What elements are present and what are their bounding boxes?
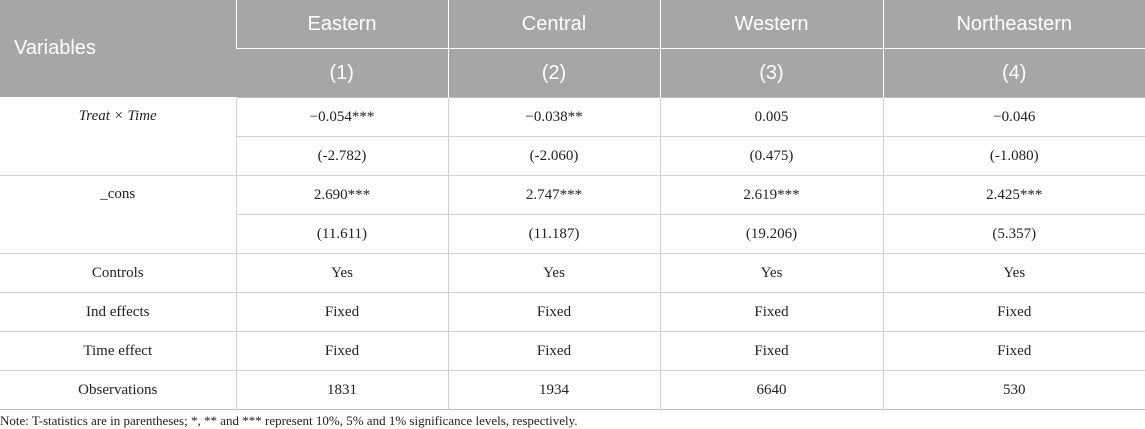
table-cell: Fixed [235, 331, 449, 371]
table-cell: (11.611) [236, 214, 449, 254]
controls-row: Controls Yes Yes Yes Yes [0, 253, 1145, 293]
observations-label: Observations [0, 370, 237, 410]
table-cell: 6640 [659, 370, 884, 410]
column-header-eastern: Eastern [235, 0, 448, 49]
table-cell: 2.690*** [235, 175, 449, 215]
header-row: Variables Eastern Central Western Northe… [0, 0, 1145, 98]
table-cell: 1934 [447, 370, 661, 410]
table-cell: 1831 [235, 370, 449, 410]
column-number-1: (1) [236, 48, 448, 98]
column-header-northeastern: Northeastern [882, 0, 1145, 49]
column-number-3: (3) [659, 48, 883, 98]
table-cell: −0.054*** [235, 97, 449, 137]
treat-time-label: Treat × Time [0, 97, 237, 176]
table-cell: Fixed [659, 292, 884, 332]
table-cell: Fixed [447, 292, 661, 332]
table-cell: 2.425*** [882, 175, 1145, 215]
variables-header: Variables [0, 0, 236, 98]
observations-row: Observations 1831 1934 6640 530 [0, 370, 1145, 410]
cons-coef-row: _cons 2.690*** 2.747*** 2.619*** 2.425**… [0, 175, 1145, 254]
cons-label: _cons [0, 175, 237, 254]
table-cell: (19.206) [659, 214, 884, 254]
table-cell: Fixed [659, 331, 884, 371]
table-cell: Yes [447, 253, 661, 293]
column-header-western: Western [659, 0, 883, 49]
table-cell: (-2.060) [447, 136, 661, 176]
table-cell: 530 [882, 370, 1145, 410]
regression-table: Variables Eastern Central Western Northe… [0, 0, 1145, 410]
column-number-2: (2) [447, 48, 660, 98]
column-header-central: Central [447, 0, 660, 49]
table-cell: 2.747*** [447, 175, 661, 215]
table-cell: (-1.080) [882, 136, 1145, 176]
table-cell: 2.619*** [659, 175, 884, 215]
time-effect-row: Time effect Fixed Fixed Fixed Fixed [0, 331, 1145, 371]
table-cell: Yes [882, 253, 1145, 293]
table-cell: −0.046 [882, 97, 1145, 137]
time-effect-label: Time effect [0, 331, 237, 371]
table-cell: Fixed [882, 292, 1145, 332]
table-cell: (11.187) [447, 214, 661, 254]
table-cell: (5.357) [882, 214, 1145, 254]
table-cell: Yes [659, 253, 884, 293]
table-cell: Fixed [447, 331, 661, 371]
column-number-row: (1) (2) (3) (4) [0, 48, 1145, 98]
table-cell: (-2.782) [236, 136, 449, 176]
table-cell: Fixed [882, 331, 1145, 371]
treat-time-coef-row: Treat × Time −0.054*** −0.038** 0.005 −0… [0, 97, 1145, 176]
table-cell: Yes [235, 253, 449, 293]
ind-effects-row: Ind effects Fixed Fixed Fixed Fixed [0, 292, 1145, 332]
treat-time-label-text: Treat × Time [78, 108, 157, 124]
table-cell: −0.038** [447, 97, 661, 137]
column-number-4: (4) [882, 48, 1145, 98]
table-cell: 0.005 [659, 97, 884, 137]
table-cell: Fixed [235, 292, 449, 332]
table-cell: (0.475) [659, 136, 884, 176]
controls-label: Controls [0, 253, 237, 293]
ind-effects-label: Ind effects [0, 292, 237, 332]
table-note: Note: T-statistics are in parentheses; *… [0, 413, 578, 428]
